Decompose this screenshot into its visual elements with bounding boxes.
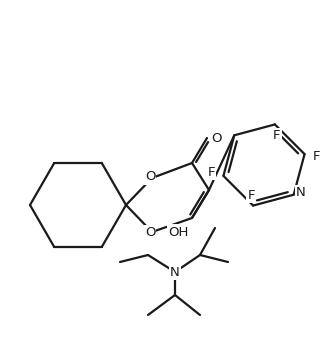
Text: O: O [211, 131, 221, 145]
Text: N: N [296, 186, 306, 199]
Text: F: F [313, 150, 320, 163]
Text: OH: OH [168, 225, 188, 239]
Text: F: F [208, 166, 215, 179]
Text: N: N [170, 266, 180, 279]
Text: O: O [145, 226, 155, 240]
Text: F: F [247, 189, 255, 202]
Text: F: F [273, 129, 281, 142]
Text: O: O [145, 170, 155, 184]
